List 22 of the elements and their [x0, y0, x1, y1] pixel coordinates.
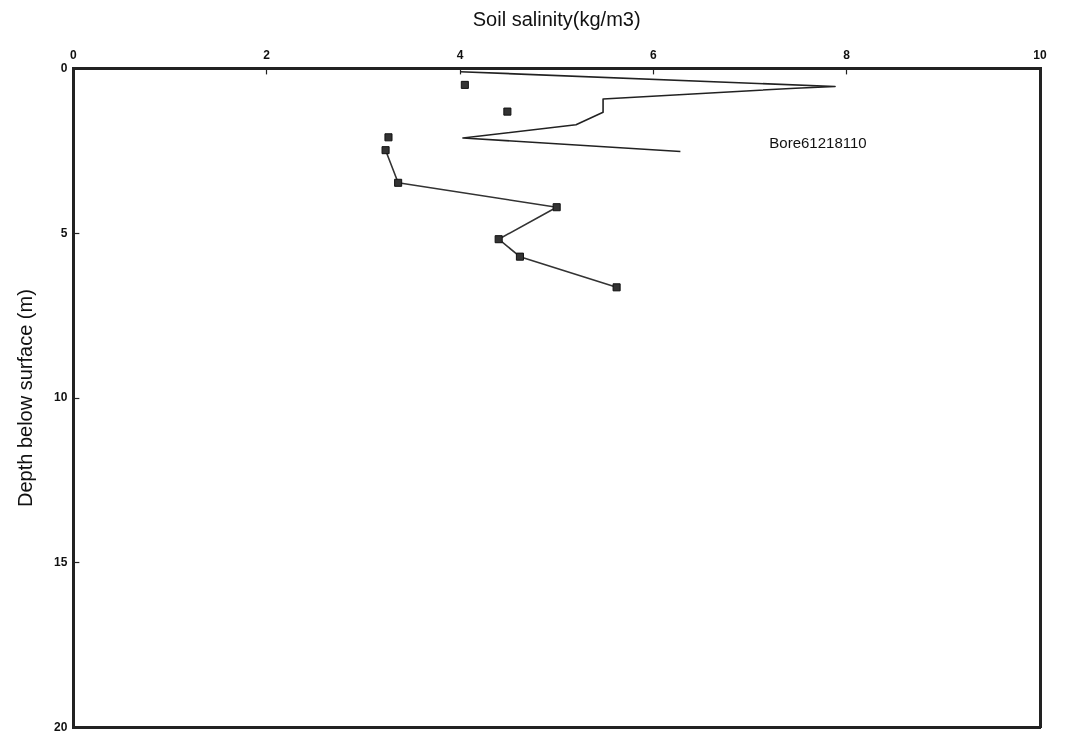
- x-tick-label: 4: [456, 47, 464, 62]
- y-tick-label: 20: [53, 720, 68, 735]
- y-tick-label: 0: [60, 60, 68, 75]
- point: [381, 146, 390, 155]
- y-tick-label: 10: [53, 390, 68, 405]
- y-tick-label: 15: [53, 555, 68, 570]
- x-axis-title: Soil salinity(kg/m3): [472, 7, 641, 30]
- y-axis-title: Depth below surface (m): [13, 289, 36, 508]
- point: [394, 178, 403, 187]
- y-tick-label: 5: [60, 225, 68, 240]
- x-tick-label: 2: [263, 47, 271, 62]
- x-tick-label: 6: [650, 47, 657, 62]
- point: [612, 283, 621, 292]
- point: [503, 107, 512, 116]
- point: [494, 235, 503, 244]
- point: [515, 252, 524, 261]
- annotation: Bore61218110: [769, 134, 867, 152]
- x-tick-label: 10: [1033, 47, 1047, 62]
- point: [384, 133, 393, 142]
- point: [460, 80, 469, 89]
- x-tick-label: 8: [843, 47, 851, 62]
- point: [552, 203, 561, 212]
